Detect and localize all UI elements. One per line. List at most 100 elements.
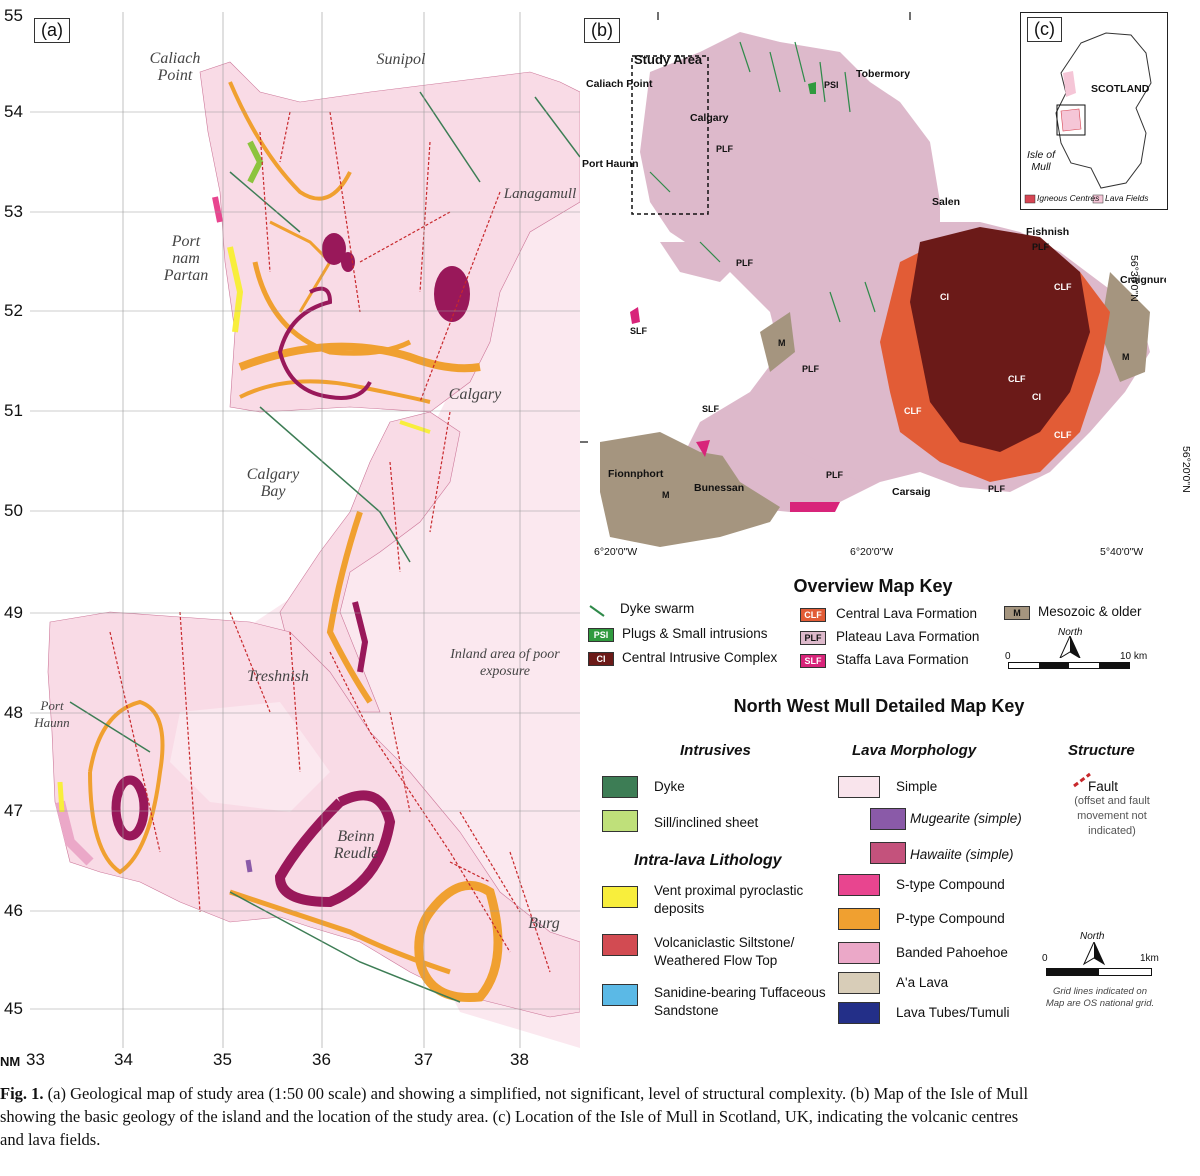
overview-psi-label: Plugs & Small intrusions <box>622 626 768 641</box>
caption-line-3: and lava fields. <box>0 1130 101 1149</box>
intrusion-sheet-middle <box>352 601 369 673</box>
central-intrusive-complex <box>910 227 1090 452</box>
y-tick-54: 54 <box>4 102 23 121</box>
lon-label-2: 6°20'0"W <box>850 546 894 558</box>
fault-icon <box>1073 772 1091 788</box>
s-type-north <box>212 196 223 223</box>
panel-c-svg <box>1024 32 1152 204</box>
p-type-flow-north <box>238 342 481 373</box>
x-tick-35: 35 <box>213 1050 232 1069</box>
unit-clf-1: CLF <box>1054 282 1072 292</box>
intrusion-blob-1 <box>322 233 346 265</box>
unit-clf-3: CLF <box>904 406 922 416</box>
overview-dyke-swarm: Dyke swarm <box>620 601 695 616</box>
overview-slf-swatch: SLF <box>800 654 826 668</box>
unit-plf-5: PLF <box>826 470 843 480</box>
legend-igneous-label: Igneous Centres <box>1037 193 1100 203</box>
x-tick-36: 36 <box>312 1050 331 1069</box>
detailed-north-arrow-icon <box>1082 942 1106 966</box>
place-treshnish: Treshnish <box>247 668 309 685</box>
overview-m-swatch: M <box>1004 606 1030 620</box>
overview-scale-bar <box>1008 662 1130 669</box>
overview-north-label: North <box>1058 627 1083 638</box>
sanidine-swatch <box>602 984 638 1006</box>
place-burg: Burg <box>528 915 560 932</box>
hawaiite-label: Hawaiite (simple) <box>910 847 1014 862</box>
unit-m-3: M <box>1122 352 1130 362</box>
y-tick-53: 53 <box>4 202 23 221</box>
sill-swatch <box>602 810 638 832</box>
dyke-line-3 <box>534 96 580 158</box>
label-scotland: SCOTLAND <box>1091 83 1150 95</box>
tubes-label: Lava Tubes/Tumuli <box>896 1005 1010 1020</box>
detailed-scale-end: 1km <box>1140 953 1159 964</box>
sanidine-label: Sanidine-bearing Tuffaceous Sandstone <box>654 985 826 1018</box>
lava-field-mull <box>1060 108 1082 132</box>
dyke-swarm-icon <box>589 605 605 617</box>
place-calgary: Calgary <box>448 386 502 403</box>
intrusion-blob-3 <box>434 266 470 322</box>
overview-plf-swatch: PLF <box>800 631 826 645</box>
unit-plf-3: PLF <box>802 364 819 374</box>
map-fishnish: Fishnish <box>1026 226 1070 238</box>
map-caliach-point: Caliach Point <box>586 78 653 90</box>
lon-label-3: 5°40'0"W <box>1100 546 1144 558</box>
mugearite-label: Mugearite (simple) <box>910 811 1022 826</box>
sill-north <box>247 140 264 184</box>
dyke-line-2 <box>419 91 481 183</box>
panel-c-label: (c) <box>1027 17 1062 42</box>
intrusion-ring-north <box>277 286 372 400</box>
caption-line-1: Fig. 1. (a) Geological map of study area… <box>0 1082 1200 1105</box>
unit-m-2: M <box>662 490 670 500</box>
mesozoic-west <box>760 312 795 372</box>
label-isle-of-mull: Isle of Mull <box>1027 149 1056 173</box>
lava-field-skye <box>1063 71 1076 97</box>
s-type-label: S-type Compound <box>896 877 1005 892</box>
x-tick-34: 34 <box>114 1050 133 1069</box>
place-lanagamull: Lanagamull <box>503 186 577 202</box>
sill-label: Sill/inclined sheet <box>654 815 759 830</box>
unit-plf-6: PLF <box>988 484 1005 494</box>
unit-plf-4: PLF <box>1032 242 1049 252</box>
map-calgary: Calgary <box>690 112 729 124</box>
overview-scale-end: 10 km <box>1120 651 1148 662</box>
legend-igneous-swatch <box>1024 194 1036 204</box>
detailed-scale-bar <box>1046 968 1152 976</box>
study-area-box <box>631 55 709 215</box>
intrusion-ring-south <box>111 775 149 841</box>
overview-m-label: Mesozoic & older <box>1038 604 1142 619</box>
unit-plf-2: PLF <box>736 258 753 268</box>
y-tick-55: 55 <box>4 6 23 25</box>
y-tick-50: 50 <box>4 501 23 520</box>
plugs-small-intrusions <box>808 82 816 94</box>
volcaniclastic-label: Volcaniclastic Siltstone/ Weathered Flow… <box>654 935 795 968</box>
panel-b-label: (b) <box>584 18 620 43</box>
detailed-map-key: North West Mull Detailed Map Key Intrusi… <box>580 680 1166 1048</box>
fault-note: (offset and fault movement not indicated… <box>1074 795 1150 837</box>
staffa-lava-2 <box>696 440 710 457</box>
unit-slf-1: SLF <box>630 326 647 336</box>
caption-fig-label: Fig. 1. <box>0 1084 44 1103</box>
simple-label: Simple <box>896 779 938 794</box>
map-fionnphort: Fionnphort <box>608 468 664 480</box>
y-tick-52: 52 <box>4 301 23 320</box>
dyke-label: Dyke <box>654 779 685 794</box>
aa-swatch <box>838 972 880 994</box>
p-type-label: P-type Compound <box>896 911 1005 926</box>
mesozoic-east <box>1100 272 1150 382</box>
banded-pahoehoe-south <box>55 800 94 866</box>
os-grid <box>30 12 580 1048</box>
overview-scale-start: 0 <box>1005 651 1011 662</box>
tubes-swatch <box>838 1002 880 1024</box>
lon-label-1: 6°20'0"W <box>594 546 638 558</box>
x-tick-37: 37 <box>414 1050 433 1069</box>
study-area-title: Study Area <box>634 52 703 67</box>
y-tick-47: 47 <box>4 801 23 820</box>
panel-a-map-svg <box>30 12 580 1048</box>
dyke-line-4 <box>259 406 411 563</box>
y-tick-49: 49 <box>4 603 23 622</box>
detailed-scale-start: 0 <box>1042 953 1048 964</box>
y-tick-46: 46 <box>4 901 23 920</box>
x-tick-33: 33 <box>26 1050 45 1069</box>
intrusion-ring-beinn-reudle <box>274 790 396 908</box>
